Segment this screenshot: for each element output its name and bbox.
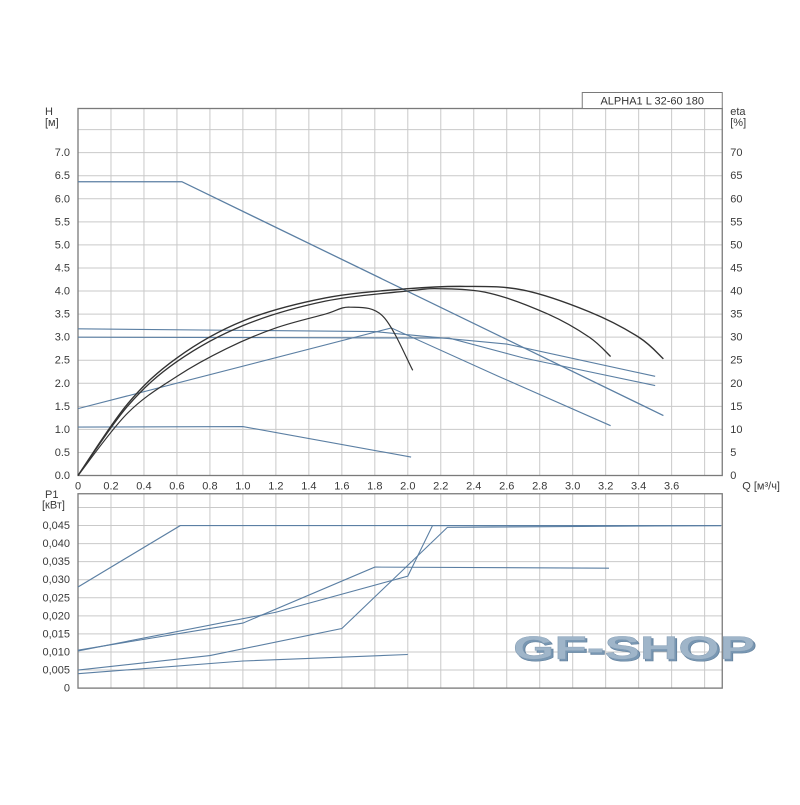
svg-text:0.2: 0.2: [103, 481, 118, 493]
svg-text:ALPHA1 L 32-60 180: ALPHA1 L 32-60 180: [600, 96, 704, 108]
svg-text:0,005: 0,005: [42, 665, 70, 677]
svg-text:45: 45: [730, 262, 742, 274]
svg-text:2.6: 2.6: [499, 481, 514, 493]
svg-text:3.5: 3.5: [55, 309, 70, 321]
svg-text:0,040: 0,040: [42, 538, 70, 550]
svg-text:4.5: 4.5: [55, 262, 70, 274]
svg-text:3.0: 3.0: [565, 481, 580, 493]
svg-text:5.5: 5.5: [55, 216, 70, 228]
svg-text:1.6: 1.6: [334, 481, 349, 493]
svg-text:0,015: 0,015: [42, 628, 70, 640]
svg-text:10: 10: [730, 424, 742, 436]
svg-text:0: 0: [64, 683, 70, 695]
svg-text:50: 50: [730, 239, 742, 251]
svg-text:1.5: 1.5: [55, 401, 70, 413]
svg-text:15: 15: [730, 401, 742, 413]
svg-text:[%]: [%]: [730, 117, 746, 129]
svg-text:0,045: 0,045: [42, 520, 70, 532]
svg-text:35: 35: [730, 309, 742, 321]
svg-text:5.0: 5.0: [55, 239, 70, 251]
svg-text:55: 55: [730, 216, 742, 228]
svg-text:40: 40: [730, 286, 742, 298]
svg-text:2.4: 2.4: [466, 481, 481, 493]
svg-text:1.2: 1.2: [268, 481, 283, 493]
svg-text:[кВт]: [кВт]: [42, 500, 65, 512]
svg-text:25: 25: [730, 355, 742, 367]
svg-text:2.0: 2.0: [400, 481, 415, 493]
svg-text:0: 0: [75, 481, 81, 493]
svg-text:0,025: 0,025: [42, 592, 70, 604]
svg-text:30: 30: [730, 332, 742, 344]
svg-text:0,035: 0,035: [42, 556, 70, 568]
svg-text:0.8: 0.8: [202, 481, 217, 493]
svg-text:Q [м³/ч]: Q [м³/ч]: [742, 481, 780, 493]
svg-text:1.4: 1.4: [301, 481, 316, 493]
svg-text:4.0: 4.0: [55, 286, 70, 298]
svg-text:3.0: 3.0: [55, 332, 70, 344]
svg-text:5: 5: [730, 447, 736, 459]
svg-text:70: 70: [730, 147, 742, 159]
svg-text:0,020: 0,020: [42, 610, 70, 622]
svg-text:7.0: 7.0: [55, 147, 70, 159]
svg-text:GF-SHOP: GF-SHOP: [513, 631, 755, 667]
svg-text:2.5: 2.5: [55, 355, 70, 367]
svg-text:0,010: 0,010: [42, 646, 70, 658]
svg-text:1.0: 1.0: [55, 424, 70, 436]
svg-text:0: 0: [730, 470, 736, 482]
svg-text:65: 65: [730, 170, 742, 182]
svg-text:0.6: 0.6: [169, 481, 184, 493]
svg-text:3.4: 3.4: [631, 481, 646, 493]
svg-text:1.0: 1.0: [235, 481, 250, 493]
svg-text:0,030: 0,030: [42, 574, 70, 586]
svg-text:1.8: 1.8: [367, 481, 382, 493]
svg-text:2.8: 2.8: [532, 481, 547, 493]
svg-text:2.0: 2.0: [55, 378, 70, 390]
svg-text:3.6: 3.6: [664, 481, 679, 493]
svg-text:2.2: 2.2: [433, 481, 448, 493]
svg-text:20: 20: [730, 378, 742, 390]
svg-text:6.5: 6.5: [55, 170, 70, 182]
svg-text:60: 60: [730, 193, 742, 205]
svg-text:6.0: 6.0: [55, 193, 70, 205]
svg-text:3.2: 3.2: [598, 481, 613, 493]
svg-text:0.5: 0.5: [55, 447, 70, 459]
svg-text:[м]: [м]: [45, 117, 59, 129]
svg-text:0.0: 0.0: [55, 470, 70, 482]
svg-text:0.4: 0.4: [136, 481, 151, 493]
